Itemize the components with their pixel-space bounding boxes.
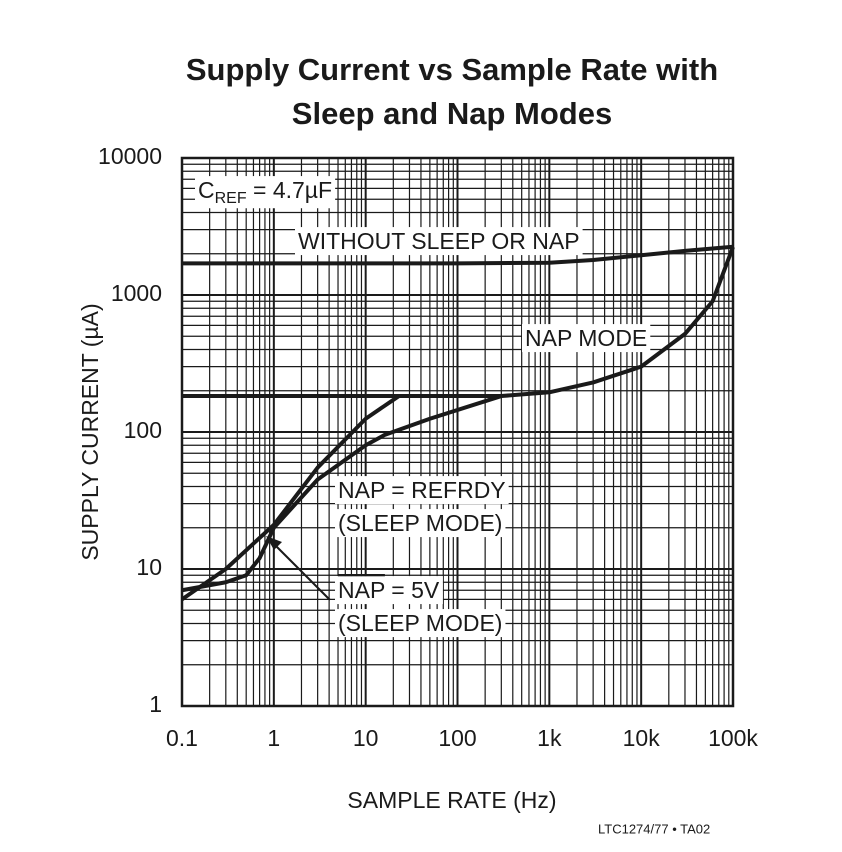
chart-title: Sleep and Nap Modes xyxy=(292,96,612,131)
annotation-part: = 4.7µF xyxy=(247,177,333,203)
y-tick-label: 1000 xyxy=(111,280,162,306)
series-line xyxy=(180,394,401,602)
annotation-bg xyxy=(335,609,506,638)
annotation: NAP MODE xyxy=(525,325,647,351)
arrow-head xyxy=(266,536,282,550)
y-axis-label: SUPPLY CURRENT (µA) xyxy=(77,303,103,560)
annotation-bg xyxy=(295,227,583,256)
x-tick-label: 1k xyxy=(537,725,562,751)
y-tick-label: 100 xyxy=(124,417,162,443)
annotation-bg xyxy=(335,576,443,605)
x-tick-label: 100k xyxy=(708,725,758,751)
x-tick-label: 0.1 xyxy=(166,725,198,751)
annotation-bg xyxy=(335,509,506,538)
annotation: NAP = 5V xyxy=(338,577,440,603)
lines xyxy=(180,244,735,602)
series-line xyxy=(181,394,502,593)
series-line xyxy=(182,244,734,266)
footer: LTC1274/77 • TA02 xyxy=(598,821,710,836)
annotation-part: NAP xyxy=(338,577,385,603)
annotation-bg xyxy=(522,324,651,353)
annotation: (SLEEP MODE) xyxy=(338,610,502,636)
y-tick-label: 10 xyxy=(136,554,162,580)
x-tick-label: 100 xyxy=(438,725,476,751)
annotations: CREF = 4.7µF WITHOUT SLEEP OR NAP NAP MO… xyxy=(180,156,735,708)
plot-frame xyxy=(180,156,735,708)
x-tick-label: 10k xyxy=(623,725,661,751)
series-line xyxy=(182,246,735,399)
chart-title: Supply Current vs Sample Rate with xyxy=(186,52,718,87)
annotation-bg xyxy=(195,176,336,209)
annotation: CREF = 4.7µF xyxy=(198,177,332,207)
annotation-part: C xyxy=(198,177,215,203)
y-tick-label: 1 xyxy=(149,691,162,717)
x-tick-label: 10 xyxy=(353,725,379,751)
annotation-part: REF xyxy=(215,190,247,207)
arrow xyxy=(271,541,331,601)
x-tick-label: 1 xyxy=(267,725,280,751)
annotation: (SLEEP MODE) xyxy=(338,510,502,536)
annotation: WITHOUT SLEEP OR NAP xyxy=(298,228,580,254)
y-tick-label: 10000 xyxy=(98,143,162,169)
annotation-part: = 5V xyxy=(385,577,440,603)
annotation-bg xyxy=(335,476,509,505)
x-axis-label: SAMPLE RATE (Hz) xyxy=(347,787,556,813)
annotation: NAP = REFRDY xyxy=(338,477,506,503)
